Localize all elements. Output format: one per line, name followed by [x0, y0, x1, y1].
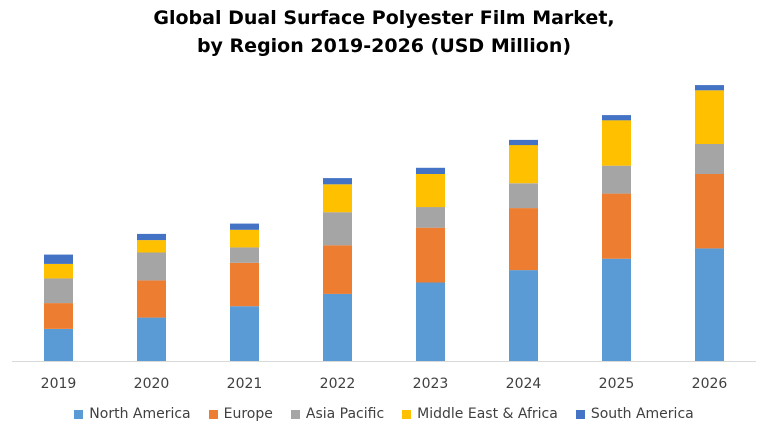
legend-item-s0: North America	[74, 406, 191, 422]
bar-segment-2026-s3	[695, 90, 724, 144]
chart-title: Global Dual Surface Polyester Film Marke…	[0, 4, 768, 60]
bar-segment-2025-s2	[602, 165, 631, 194]
x-tick-labels: 2019 2020 2021 2022 2023 2024 2025 2026	[41, 376, 728, 392]
stacked-bar-chart: 2019 2020 2021 2022 2023 2024 2025 2026	[12, 85, 756, 392]
bar-segment-2019-s2	[44, 278, 73, 304]
bar-segment-2020-s3	[137, 240, 166, 253]
bar-segment-2026-s0	[695, 248, 724, 361]
bar-segment-2020-s0	[137, 317, 166, 361]
bar-segment-2022-s0	[323, 293, 352, 361]
bar-segment-2023-s2	[416, 207, 445, 228]
x-tick-label: 2023	[413, 376, 449, 392]
bar-segment-2023-s4	[416, 167, 445, 174]
legend-item-s2: Asia Pacific	[290, 406, 385, 422]
legend-swatch	[575, 409, 585, 419]
legend-swatch	[402, 409, 412, 419]
legend-label: South America	[590, 406, 694, 422]
bar-segment-2022-s4	[323, 178, 352, 185]
legend-item-s1: Europe	[208, 406, 273, 422]
bar-segment-2020-s1	[137, 280, 166, 318]
bar-segment-2024-s4	[509, 139, 538, 146]
bar-segment-2024-s2	[509, 183, 538, 209]
bar-segment-2024-s0	[509, 270, 538, 361]
x-tick-label: 2025	[599, 376, 635, 392]
bar-segment-2022-s3	[323, 184, 352, 213]
bar-segment-2025-s0	[602, 258, 631, 361]
bar-segment-2026-s1	[695, 174, 724, 249]
x-tick-label: 2026	[692, 376, 728, 392]
bar-segment-2025-s1	[602, 193, 631, 259]
bar-segment-2021-s3	[230, 229, 259, 248]
bar-segment-2019-s1	[44, 303, 73, 329]
bar-segment-2023-s0	[416, 282, 445, 361]
bar-segment-2021-s2	[230, 247, 259, 263]
chart-title-line1: Global Dual Surface Polyester Film Marke…	[153, 7, 615, 29]
bar-segment-2019-s3	[44, 263, 73, 279]
bar-segment-2026-s2	[695, 144, 724, 174]
legend-label: Europe	[223, 406, 273, 422]
bar-segment-2019-s0	[44, 329, 73, 361]
x-tick-label: 2020	[134, 376, 170, 392]
x-tick-label: 2019	[41, 376, 77, 392]
bar-segment-2021-s0	[230, 306, 259, 361]
bar-segment-2021-s1	[230, 262, 259, 307]
chart-title-line2: by Region 2019-2026 (USD Million)	[196, 35, 572, 57]
bar-segment-2020-s4	[137, 233, 166, 241]
legend-swatch	[290, 409, 300, 419]
legend-label: North America	[89, 406, 191, 422]
bar-segment-2024-s3	[509, 145, 538, 184]
x-tick-label: 2021	[227, 376, 263, 392]
bar-segment-2020-s2	[137, 252, 166, 281]
bar-segment-2019-s4	[44, 254, 73, 264]
bar-segment-2026-s4	[695, 85, 724, 91]
legend-label: Asia Pacific	[305, 406, 385, 422]
bar-segment-2022-s1	[323, 245, 352, 294]
legend-swatch	[74, 409, 84, 419]
bar-segment-2025-s3	[602, 120, 631, 166]
bar-segment-2025-s4	[602, 115, 631, 121]
bar-segment-2023-s1	[416, 227, 445, 283]
bar-segment-2023-s3	[416, 174, 445, 208]
chart-legend: North America Europe Asia Pacific Middle Ea…	[0, 406, 768, 422]
bar-stacks	[44, 85, 724, 361]
legend-item-s3: Middle East & Africa	[402, 406, 558, 422]
bar-segment-2022-s2	[323, 212, 352, 246]
legend-item-s4: South America	[575, 406, 694, 422]
bar-segment-2024-s1	[509, 208, 538, 271]
legend-label: Middle East & Africa	[417, 406, 558, 422]
bar-segment-2021-s4	[230, 223, 259, 230]
legend-swatch	[208, 409, 218, 419]
x-tick-label: 2024	[506, 376, 542, 392]
x-tick-label: 2022	[320, 376, 356, 392]
